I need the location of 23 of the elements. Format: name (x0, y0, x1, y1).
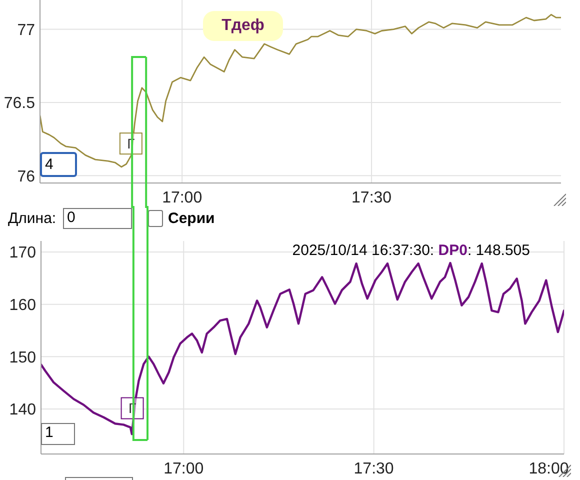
annotation: 4 (45, 156, 54, 173)
x-tick-label: 17:00 (162, 189, 202, 206)
y-tick-label: 160 (9, 297, 36, 314)
text: Серии (168, 210, 215, 228)
x-tick-label: 17:00 (164, 460, 204, 478)
y-tick-label: 77 (17, 22, 36, 39)
y-tick-label: 76.5 (4, 95, 36, 112)
legend-title: 2025/10/14 16:37:30: (292, 242, 436, 259)
y-tick-label: 170 (9, 244, 36, 262)
y-tick-label: 150 (9, 349, 36, 366)
annotation: : 148.505 (467, 242, 530, 259)
input-field: 1 (41, 423, 75, 445)
input-field: 4 (40, 152, 77, 177)
x-tick-label: 17:30 (352, 189, 392, 206)
input-field: 0 (63, 208, 132, 229)
annotation: 1 (45, 424, 54, 441)
y-tick-label: 140 (9, 402, 36, 419)
series-label: DP0 (438, 242, 468, 259)
text: Длина: (8, 210, 56, 228)
y-tick-label: 76 (17, 168, 36, 186)
x-tick-label: 17:30 (354, 460, 394, 478)
text: Тдеф (222, 17, 264, 35)
x-tick-label: 18:00 (528, 460, 569, 478)
